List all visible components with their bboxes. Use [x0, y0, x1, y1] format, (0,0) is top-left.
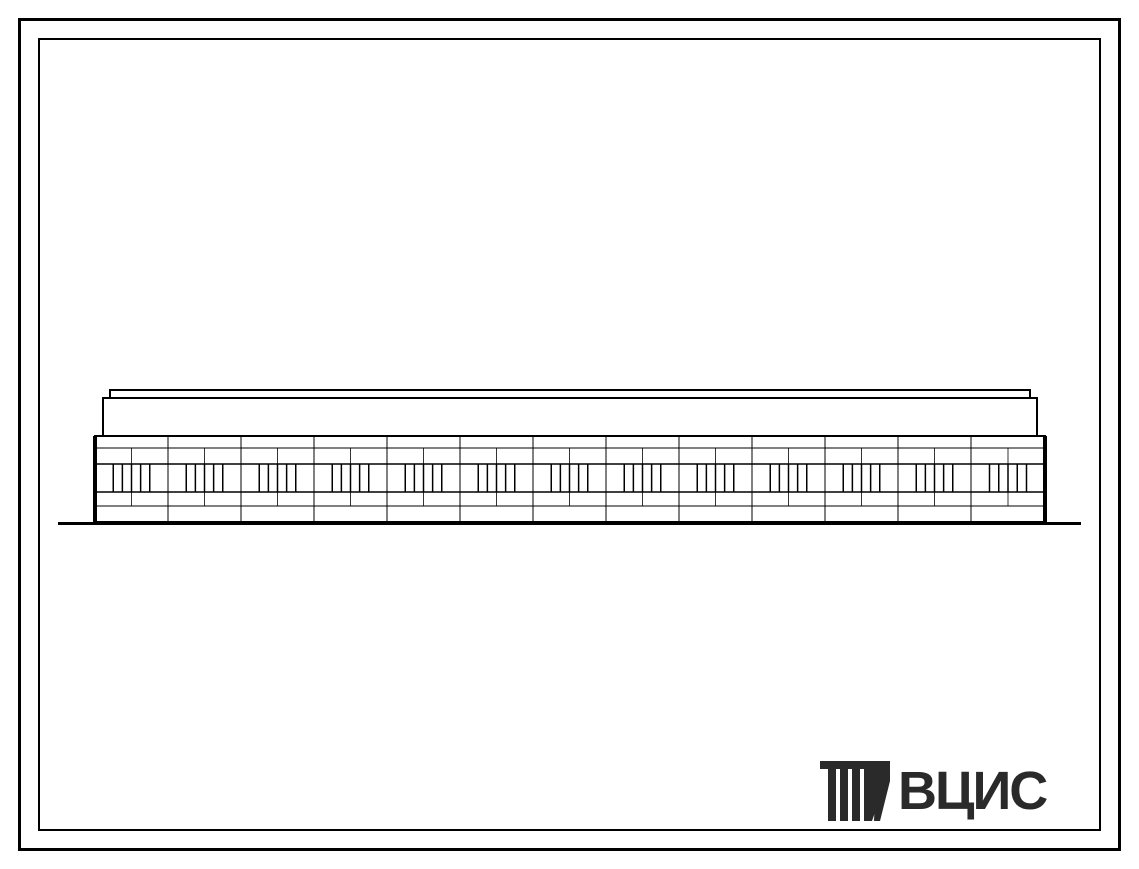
logo: ВЦИС	[820, 760, 1046, 822]
logo-text: ВЦИС	[898, 760, 1046, 822]
building-elevation	[0, 0, 1139, 869]
logo-icon	[820, 761, 890, 821]
